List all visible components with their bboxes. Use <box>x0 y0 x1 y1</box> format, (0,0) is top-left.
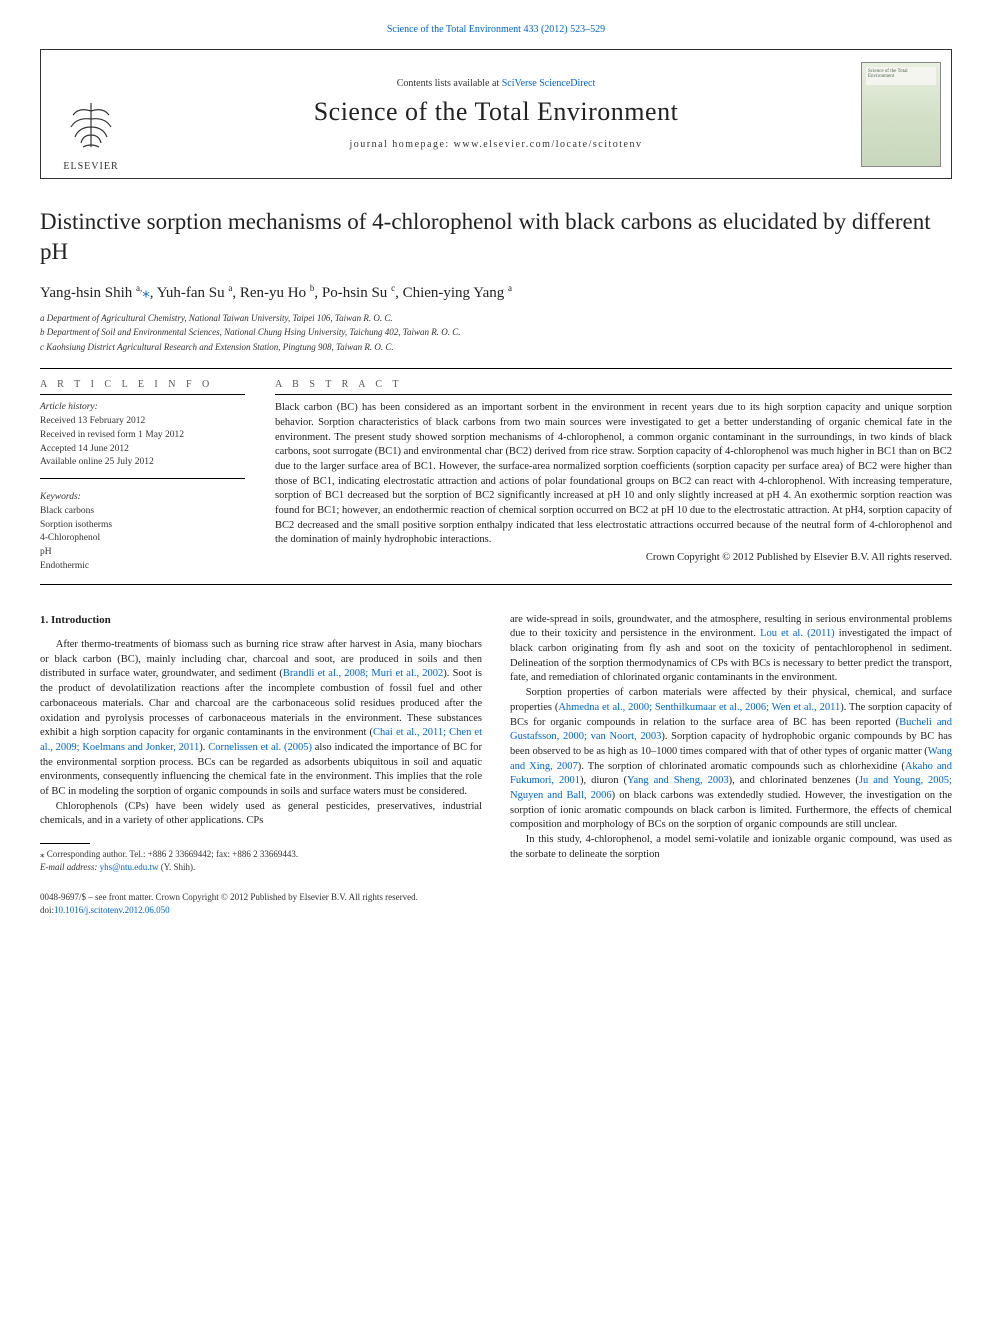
info-rule <box>40 394 245 395</box>
history-label: Article history: <box>40 401 245 415</box>
body-paragraph: After thermo-treatments of biomass such … <box>40 638 482 800</box>
contents-line: Contents lists available at SciVerse Sci… <box>397 78 596 89</box>
article-info-col: A R T I C L E I N F O Article history: R… <box>40 379 245 573</box>
journal-name: Science of the Total Environment <box>314 97 679 127</box>
author-4: Po-hsin Su <box>322 285 391 301</box>
affiliations: a Department of Agricultural Chemistry, … <box>40 312 952 355</box>
cover-thumb-wrap: Science of the Total Environment <box>851 50 951 178</box>
abstract-col: A B S T R A C T Black carbon (BC) has be… <box>275 379 952 573</box>
keyword: 4-Chlorophenol <box>40 532 245 546</box>
section-heading-1: 1. Introduction <box>40 613 482 628</box>
author-5-aff: a <box>508 283 512 293</box>
publisher-label: ELSEVIER <box>63 161 118 172</box>
footer-copyright: 0048-9697/$ – see front matter. Crown Co… <box>40 891 952 904</box>
abstract-copyright: Crown Copyright © 2012 Published by Else… <box>275 552 952 563</box>
abstract-head: A B S T R A C T <box>275 379 952 390</box>
header-center: Contents lists available at SciVerse Sci… <box>141 50 851 178</box>
history-item: Received in revised form 1 May 2012 <box>40 429 245 443</box>
body-text: ), diuron ( <box>580 775 627 786</box>
footer-doi: doi:10.1016/j.scitotenv.2012.06.050 <box>40 904 952 917</box>
body-text: ). <box>199 742 208 753</box>
author-5: Chien-ying Yang <box>403 285 508 301</box>
history-item: Available online 25 July 2012 <box>40 456 245 470</box>
corr-email-line: E-mail address: yhs@ntu.edu.tw (Y. Shih)… <box>40 861 482 874</box>
top-citation-link[interactable]: Science of the Total Environment 433 (20… <box>387 24 605 35</box>
body-text: ). The sorption of chlorinated aromatic … <box>578 761 905 772</box>
keyword: pH <box>40 546 245 560</box>
keyword: Black carbons <box>40 505 245 519</box>
footnote-rule <box>40 843 90 844</box>
author-2: Yuh-fan Su <box>157 285 229 301</box>
contents-prefix: Contents lists available at <box>397 78 502 89</box>
article-title: Distinctive sorption mechanisms of 4-chl… <box>40 207 952 267</box>
body-col-left: 1. Introduction After thermo-treatments … <box>40 613 482 874</box>
page-footer: 0048-9697/$ – see front matter. Crown Co… <box>40 891 952 916</box>
corr-email-link[interactable]: yhs@ntu.edu.tw <box>100 862 159 872</box>
body-paragraph: In this study, 4-chlorophenol, a model s… <box>510 833 952 862</box>
body-text: Chlorophenols (CPs) have been widely use… <box>40 801 482 827</box>
email-suffix: (Y. Shih). <box>158 862 195 872</box>
sep: , <box>232 285 240 301</box>
corr-author-line: ⁎ Corresponding author. Tel.: +886 2 336… <box>40 848 482 861</box>
sep: , <box>150 285 157 301</box>
journal-cover-thumb: Science of the Total Environment <box>861 62 941 167</box>
cover-thumb-text: Science of the Total Environment <box>868 69 934 80</box>
elsevier-tree-icon <box>61 95 121 155</box>
rule-mid <box>40 584 952 585</box>
keywords-label: Keywords: <box>40 491 245 505</box>
corresponding-footnote: ⁎ Corresponding author. Tel.: +886 2 336… <box>40 848 482 873</box>
affiliation-b: b Department of Soil and Environmental S… <box>40 326 952 340</box>
body-text: ), and chlorinated benzenes ( <box>729 775 859 786</box>
history-item: Accepted 14 June 2012 <box>40 443 245 457</box>
corresponding-marker[interactable]: ⁎ <box>142 285 150 301</box>
body-paragraph: Chlorophenols (CPs) have been widely use… <box>40 800 482 829</box>
publisher-block: ELSEVIER <box>41 50 141 178</box>
authors-line: Yang-hsin Shih a,⁎, Yuh-fan Su a, Ren-yu… <box>40 283 952 302</box>
body-paragraph: Sorption properties of carbon materials … <box>510 686 952 833</box>
article-info-head: A R T I C L E I N F O <box>40 379 245 390</box>
abstract-text: Black carbon (BC) has been considered as… <box>275 401 952 548</box>
info-rule-2 <box>40 478 245 479</box>
author-1: Yang-hsin Shih <box>40 285 136 301</box>
sep: , <box>314 285 322 301</box>
doi-prefix: doi: <box>40 905 54 915</box>
author-3: Ren-yu Ho <box>240 285 310 301</box>
sciverse-link[interactable]: SciVerse ScienceDirect <box>502 78 596 89</box>
history-item: Received 13 February 2012 <box>40 415 245 429</box>
body-columns: 1. Introduction After thermo-treatments … <box>40 613 952 874</box>
info-abstract-row: A R T I C L E I N F O Article history: R… <box>40 379 952 573</box>
affiliation-a: a Department of Agricultural Chemistry, … <box>40 312 952 326</box>
rule-top <box>40 368 952 369</box>
body-col-right: are wide-spread in soils, groundwater, a… <box>510 613 952 874</box>
citation-link[interactable]: Yang and Sheng, 2003 <box>627 775 729 786</box>
top-citation: Science of the Total Environment 433 (20… <box>40 24 952 35</box>
keyword: Endothermic <box>40 560 245 574</box>
email-label: E-mail address: <box>40 862 100 872</box>
keyword: Sorption isotherms <box>40 519 245 533</box>
article-history: Article history: Received 13 February 20… <box>40 401 245 470</box>
sep: , <box>395 285 403 301</box>
affiliation-c: c Kaohsiung District Agricultural Resear… <box>40 341 952 355</box>
journal-header: ELSEVIER Contents lists available at Sci… <box>40 49 952 179</box>
citation-link[interactable]: Cornelissen et al. (2005) <box>208 742 312 753</box>
body-paragraph: are wide-spread in soils, groundwater, a… <box>510 613 952 686</box>
abstract-rule <box>275 394 952 395</box>
body-text: In this study, 4-chlorophenol, a model s… <box>510 834 952 860</box>
keywords-block: Keywords: Black carbons Sorption isother… <box>40 491 245 574</box>
doi-link[interactable]: 10.1016/j.scitotenv.2012.06.050 <box>54 905 170 915</box>
citation-link[interactable]: Ahmedna et al., 2000; Senthilkumaar et a… <box>558 702 840 713</box>
citation-link[interactable]: Brandli et al., 2008; Muri et al., 2002 <box>283 668 443 679</box>
journal-homepage: journal homepage: www.elsevier.com/locat… <box>349 139 642 150</box>
citation-link[interactable]: Lou et al. (2011) <box>760 628 835 639</box>
